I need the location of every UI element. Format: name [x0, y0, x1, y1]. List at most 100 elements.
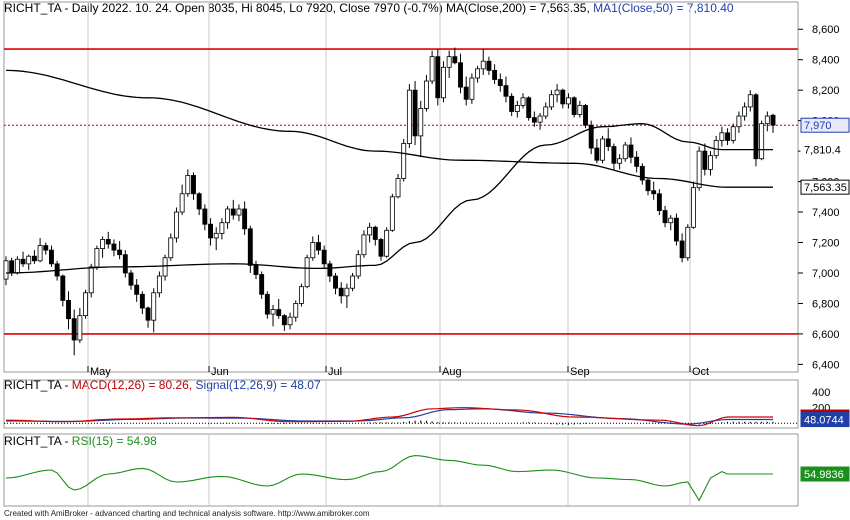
- candle-body: [202, 208, 208, 225]
- month-label: Aug: [442, 366, 462, 378]
- candle-body: [14, 258, 20, 274]
- candle-body: [270, 309, 276, 315]
- candle-body: [577, 105, 583, 115]
- candle-body: [117, 249, 123, 256]
- candle-body: [372, 226, 378, 240]
- price-tick-label: 7,400: [812, 207, 840, 219]
- candle-body: [691, 187, 696, 228]
- candle-body: [770, 114, 776, 126]
- candle-body: [247, 228, 253, 266]
- candle-body: [321, 249, 327, 265]
- candle-body: [423, 80, 429, 109]
- candle-body: [492, 69, 498, 80]
- pane-frame: [3, 433, 799, 507]
- candle-body: [452, 56, 458, 64]
- candle-body: [196, 193, 202, 210]
- macd-tick-label: 400: [812, 387, 830, 399]
- candle-body: [264, 293, 270, 315]
- candle-body: [31, 255, 37, 262]
- candle-body: [594, 147, 600, 161]
- month-label: May: [90, 366, 111, 378]
- candle-body: [94, 248, 100, 268]
- candle-body: [276, 309, 282, 317]
- candle-body: [43, 245, 49, 251]
- candle-body: [730, 126, 736, 141]
- candle-body: [554, 89, 560, 96]
- candle-body: [531, 117, 537, 123]
- candle-body: [378, 239, 384, 257]
- candle-body: [514, 105, 520, 112]
- candle-body: [668, 217, 674, 224]
- candle-body: [600, 138, 606, 161]
- candle-body: [764, 115, 770, 125]
- candle-body: [725, 132, 730, 141]
- last-value-label: 7,810.4: [804, 145, 841, 157]
- candle-body: [208, 223, 213, 239]
- candle-body: [401, 143, 407, 179]
- pane-frame: [3, 1, 799, 373]
- candle-body: [486, 60, 492, 71]
- candle-body: [259, 274, 265, 295]
- candle-body: [145, 307, 151, 321]
- candle-body: [185, 175, 191, 195]
- candle-body: [310, 242, 316, 259]
- candle-body: [418, 108, 424, 137]
- candle-body: [253, 264, 259, 275]
- price-tick-label: 8,600: [812, 24, 840, 36]
- candle-body: [446, 56, 452, 68]
- candle-body: [622, 144, 628, 160]
- candle-body: [395, 178, 401, 198]
- candle-body: [645, 179, 651, 192]
- last-value-box: [800, 466, 850, 482]
- candle-body: [281, 315, 287, 326]
- month-label: Jul: [328, 366, 342, 378]
- candle-body: [3, 260, 9, 280]
- last-value-label: 7,563.35: [804, 182, 847, 194]
- candle-body: [287, 316, 293, 326]
- candle-body: [230, 208, 236, 216]
- candle-body: [673, 217, 679, 242]
- candle-body: [134, 284, 140, 295]
- candle-body: [236, 208, 242, 216]
- month-label: Jun: [211, 366, 229, 378]
- ma200-label: MA(Close,200) = 7,563.35,: [442, 1, 590, 15]
- candle-body: [49, 249, 54, 265]
- candle-body: [679, 240, 685, 259]
- candle-body: [702, 150, 708, 170]
- candle-body: [173, 211, 179, 239]
- pane-frame: [3, 379, 799, 429]
- candle-body: [406, 89, 412, 144]
- candle-body: [191, 175, 196, 195]
- candle-body: [475, 68, 481, 79]
- candle-body: [634, 156, 640, 167]
- candle-body: [656, 193, 662, 211]
- candle-body: [548, 94, 554, 108]
- candle-body: [139, 293, 145, 309]
- candle-body: [509, 95, 515, 112]
- candle-body: [480, 60, 486, 70]
- candle-body: [367, 226, 373, 236]
- candle-body: [497, 79, 503, 87]
- price-tick-label: 7,200: [812, 238, 840, 250]
- candle-body: [219, 222, 225, 234]
- candle-body: [753, 94, 759, 160]
- candle-body: [88, 266, 94, 294]
- month-label: Sep: [570, 366, 590, 378]
- candle-body: [605, 138, 611, 147]
- price-tick-label: 7,000: [812, 268, 840, 280]
- candle-body: [588, 124, 594, 149]
- candle-body: [333, 275, 338, 289]
- ma50-line: [5, 123, 773, 274]
- candle-body: [560, 89, 566, 105]
- macd-prefix: RICHT_TA -: [4, 378, 72, 392]
- candle-body: [759, 123, 765, 160]
- candle-body: [441, 66, 446, 99]
- candle-body: [304, 257, 310, 288]
- candle-body: [242, 208, 248, 230]
- candle-body: [298, 286, 304, 304]
- candle-body: [66, 299, 71, 320]
- candle-body: [100, 239, 106, 250]
- candle-body: [566, 97, 571, 105]
- candle-body: [583, 105, 588, 126]
- last-value-box: [800, 179, 850, 195]
